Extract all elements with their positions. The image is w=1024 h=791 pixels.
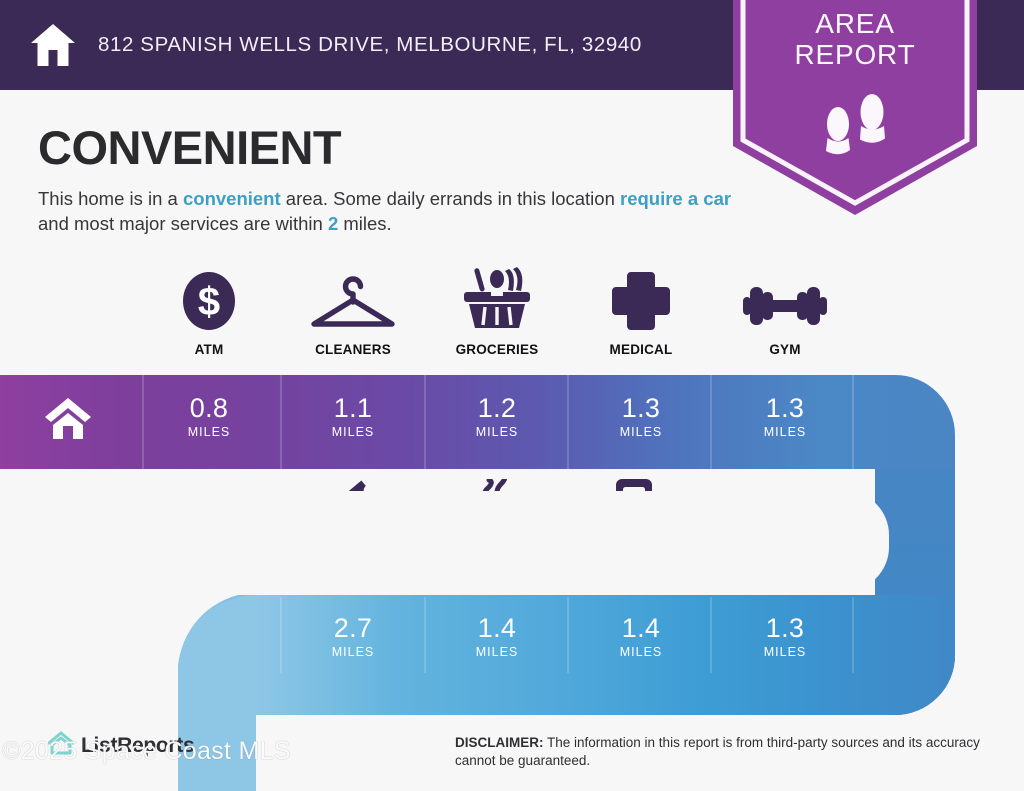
distance-value: 1.3 — [621, 393, 661, 423]
area-report-badge: AREA REPORT — [733, 0, 977, 216]
distance-value: 1.3 — [765, 613, 805, 643]
distance-cell-pharmacy: 1.3 MILES — [713, 614, 857, 659]
distance-cell-groceries: 1.2 MILES — [425, 394, 569, 439]
amenity-label: ATM — [194, 342, 224, 357]
distance-cell-cleaners: 1.1 MILES — [281, 394, 425, 439]
distance-value: 1.2 — [477, 393, 517, 423]
distance-value: 0.8 — [189, 393, 229, 423]
distance-cell-gas: 1.4 MILES — [569, 614, 713, 659]
distance-cell-coffee: 1.4 MILES — [425, 614, 569, 659]
amenity-medical: MEDICAL — [569, 272, 713, 357]
distance-cell-medical: 1.3 MILES — [569, 394, 713, 439]
subtitle-highlight-miles: 2 — [327, 213, 339, 234]
distance-cell-atm: 0.8 MILES — [137, 394, 281, 439]
amenity-gym: GYM — [713, 272, 857, 357]
distance-cell-movie-theater: 2.7 MILES — [281, 614, 425, 659]
amenity-label: GYM — [769, 342, 801, 357]
dollar-circle-icon: $ — [178, 272, 240, 332]
distance-unit: MILES — [619, 645, 663, 659]
distance-values-row-2: 2.7 MILES 1.4 MILES 1.4 MILES 1.3 MILES — [281, 614, 857, 659]
subtitle-part-4: miles. — [338, 213, 392, 234]
distance-unit: MILES — [763, 425, 807, 439]
footprints-icon — [826, 94, 885, 155]
amenity-atm: $ ATM — [137, 272, 281, 357]
svg-text:$: $ — [198, 280, 220, 324]
distance-unit: MILES — [331, 425, 375, 439]
amenity-label: GROCERIES — [455, 342, 539, 357]
header-address: 812 SPANISH WELLS DRIVE, MELBOURNE, FL, … — [98, 33, 642, 56]
subtitle-part-3: and most major services are within — [38, 213, 328, 234]
ribbon-home-icon — [44, 396, 92, 440]
distance-ribbon — [0, 375, 1024, 791]
hanger-icon — [307, 272, 399, 332]
grocery-basket-icon — [459, 267, 535, 332]
distance-value: 1.1 — [333, 393, 373, 423]
page-subtitle: This home is in a convenient area. Some … — [38, 186, 738, 236]
subtitle-part-2: area. Some daily errands in this locatio… — [280, 188, 620, 209]
distance-value: 1.3 — [765, 393, 805, 423]
subtitle-highlight-require-a-car: require a car — [620, 188, 732, 209]
header-content: 812 SPANISH WELLS DRIVE, MELBOURNE, FL, … — [30, 0, 642, 90]
distance-unit: MILES — [475, 425, 519, 439]
page-title: CONVENIENT — [38, 121, 342, 174]
distance-unit: MILES — [331, 645, 375, 659]
home-icon — [30, 23, 76, 67]
subtitle-part-1: This home is in a — [38, 188, 183, 209]
distance-value: 1.4 — [621, 613, 661, 643]
subtitle-highlight-convenient: convenient — [182, 188, 281, 209]
amenity-icon-row-1: $ ATM CLEANERS — [137, 267, 857, 357]
listreports-logo: ListReports — [47, 731, 195, 760]
dumbbell-icon — [743, 272, 827, 332]
disclaimer-text: The information in this report is from t… — [455, 735, 980, 768]
amenity-label: CLEANERS — [315, 342, 391, 357]
amenity-cleaners: CLEANERS — [281, 272, 425, 357]
disclaimer-label: DISCLAIMER: — [455, 735, 544, 750]
distance-values-row-1: 0.8 MILES 1.1 MILES 1.2 MILES 1.3 MILES … — [137, 394, 857, 439]
amenity-label: MEDICAL — [609, 342, 673, 357]
distance-unit: MILES — [763, 645, 807, 659]
disclaimer: DISCLAIMER: The information in this repo… — [455, 734, 995, 770]
distance-unit: MILES — [619, 425, 663, 439]
listreports-house-icon — [47, 731, 75, 760]
listreports-logo-text: ListReports — [81, 733, 195, 757]
mls-watermark: ©2025 Space Coast MLS — [2, 737, 291, 765]
distance-unit: MILES — [475, 645, 519, 659]
amenity-groceries: GROCERIES — [425, 267, 569, 357]
distance-unit: MILES — [187, 425, 231, 439]
distance-value: 2.7 — [333, 613, 373, 643]
distance-cell-gym: 1.3 MILES — [713, 394, 857, 439]
medical-cross-icon — [610, 272, 672, 332]
distance-value: 1.4 — [477, 613, 517, 643]
